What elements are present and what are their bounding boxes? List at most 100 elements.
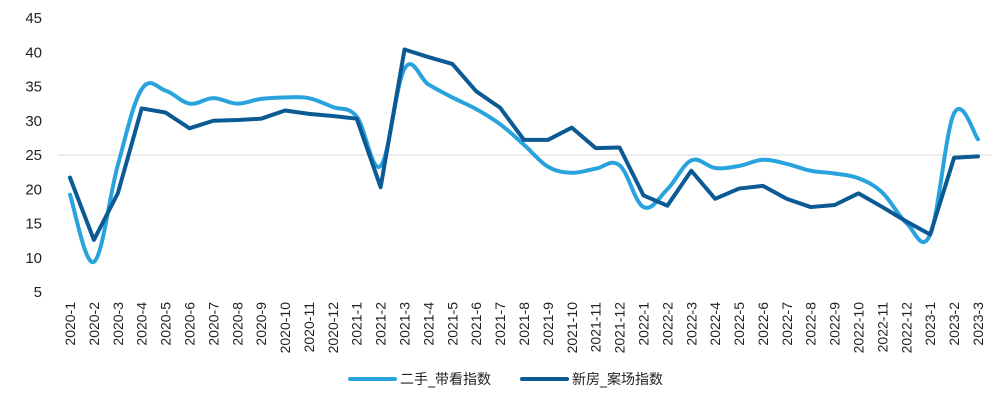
- data-point: [498, 106, 502, 110]
- x-tick-label: 2022-8: [803, 302, 819, 346]
- x-tick-label: 2022-4: [707, 302, 723, 346]
- data-point: [857, 176, 861, 180]
- legend: 二手_带看指数 新房_案场指数: [348, 371, 663, 388]
- x-tick-label: 2020-4: [134, 302, 150, 346]
- data-point: [928, 232, 932, 236]
- data-point: [737, 164, 741, 168]
- x-tick-label: 2021-10: [564, 302, 580, 354]
- x-tick-label: 2021-8: [516, 302, 532, 346]
- data-point: [426, 55, 430, 59]
- data-point: [116, 163, 120, 167]
- data-point: [618, 145, 622, 149]
- x-tick-label: 2021-9: [540, 302, 556, 346]
- x-tick-label: 2022-5: [731, 302, 747, 346]
- data-point: [761, 158, 765, 162]
- data-point: [379, 164, 383, 168]
- x-tick-label: 2021-1: [349, 302, 365, 346]
- x-tick-label: 2021-7: [492, 302, 508, 346]
- x-tick-label: 2020-3: [110, 302, 126, 346]
- x-tick-label: 2020-7: [205, 302, 221, 346]
- data-point: [68, 176, 72, 180]
- data-point: [737, 187, 741, 191]
- y-tick-label: 25: [25, 147, 42, 164]
- x-tick-label: 2021-12: [612, 302, 628, 354]
- data-point: [116, 191, 120, 195]
- x-tick-label: 2020-5: [158, 302, 174, 346]
- data-point: [570, 126, 574, 130]
- series-line-0: [68, 62, 980, 264]
- x-tick-label: 2022-12: [898, 302, 914, 354]
- x-tick-label: 2023-1: [922, 302, 938, 346]
- x-tick-label: 2022-3: [683, 302, 699, 346]
- data-point: [785, 162, 789, 166]
- data-point: [665, 187, 669, 191]
- data-point: [857, 191, 861, 195]
- data-point: [307, 96, 311, 100]
- y-tick-label: 20: [25, 181, 42, 198]
- y-tick-label: 35: [25, 79, 42, 96]
- x-tick-label: 2020-10: [277, 302, 293, 354]
- legend-label-0: 二手_带看指数: [400, 372, 491, 388]
- data-point: [379, 185, 383, 189]
- x-tick-label: 2022-1: [635, 302, 651, 346]
- data-point: [92, 260, 96, 264]
- data-point: [164, 111, 168, 115]
- data-point: [187, 126, 191, 130]
- data-point: [641, 205, 645, 209]
- data-point: [618, 163, 622, 167]
- x-tick-label: 2020-8: [229, 302, 245, 346]
- x-tick-label: 2020-6: [181, 302, 197, 346]
- x-tick-label: 2021-2: [373, 302, 389, 346]
- data-point: [952, 156, 956, 160]
- data-point: [952, 111, 956, 115]
- data-point: [689, 169, 693, 173]
- data-point: [211, 96, 215, 100]
- x-tick-label: 2020-1: [62, 302, 78, 346]
- data-point: [570, 171, 574, 175]
- data-point: [546, 165, 550, 169]
- y-tick-label: 5: [34, 284, 42, 301]
- x-tick-label: 2020-2: [86, 302, 102, 346]
- data-point: [976, 137, 980, 141]
- data-point: [785, 197, 789, 201]
- x-tick-label: 2022-9: [827, 302, 843, 346]
- data-point: [641, 193, 645, 197]
- data-point: [283, 108, 287, 112]
- x-axis: 2020-1 2020-2 2020-3 2020-4 2020-5 2020-6 2020…: [62, 302, 986, 354]
- x-tick-label: 2022-7: [779, 302, 795, 346]
- y-tick-label: 45: [25, 10, 42, 27]
- y-tick-label: 15: [25, 216, 42, 233]
- data-point: [594, 167, 598, 171]
- x-tick-label: 2021-6: [468, 302, 484, 346]
- data-point: [833, 171, 837, 175]
- data-point: [522, 138, 526, 142]
- series-points-0: [68, 67, 980, 264]
- data-point: [880, 191, 884, 195]
- data-point: [809, 169, 813, 173]
- data-point: [833, 203, 837, 207]
- data-point: [403, 48, 407, 52]
- data-point: [259, 97, 263, 101]
- data-point: [522, 143, 526, 147]
- data-point: [809, 205, 813, 209]
- data-point: [211, 119, 215, 123]
- x-tick-label: 2022-6: [755, 302, 771, 346]
- data-point: [546, 138, 550, 142]
- data-point: [689, 158, 693, 162]
- x-tick-label: 2022-11: [874, 302, 890, 353]
- x-tick-label: 2022-2: [659, 302, 675, 346]
- data-point: [474, 107, 478, 111]
- x-tick-label: 2020-12: [325, 302, 341, 354]
- data-point: [713, 197, 717, 201]
- x-tick-label: 2021-11: [588, 302, 604, 353]
- data-point: [283, 95, 287, 99]
- y-axis: 5 10 15 20 25 30 35 40 45: [25, 10, 42, 301]
- data-point: [976, 154, 980, 158]
- data-point: [761, 184, 765, 188]
- data-point: [498, 122, 502, 126]
- data-point: [355, 117, 359, 121]
- data-point: [259, 117, 263, 121]
- legend-label-1: 新房_案场指数: [572, 371, 663, 388]
